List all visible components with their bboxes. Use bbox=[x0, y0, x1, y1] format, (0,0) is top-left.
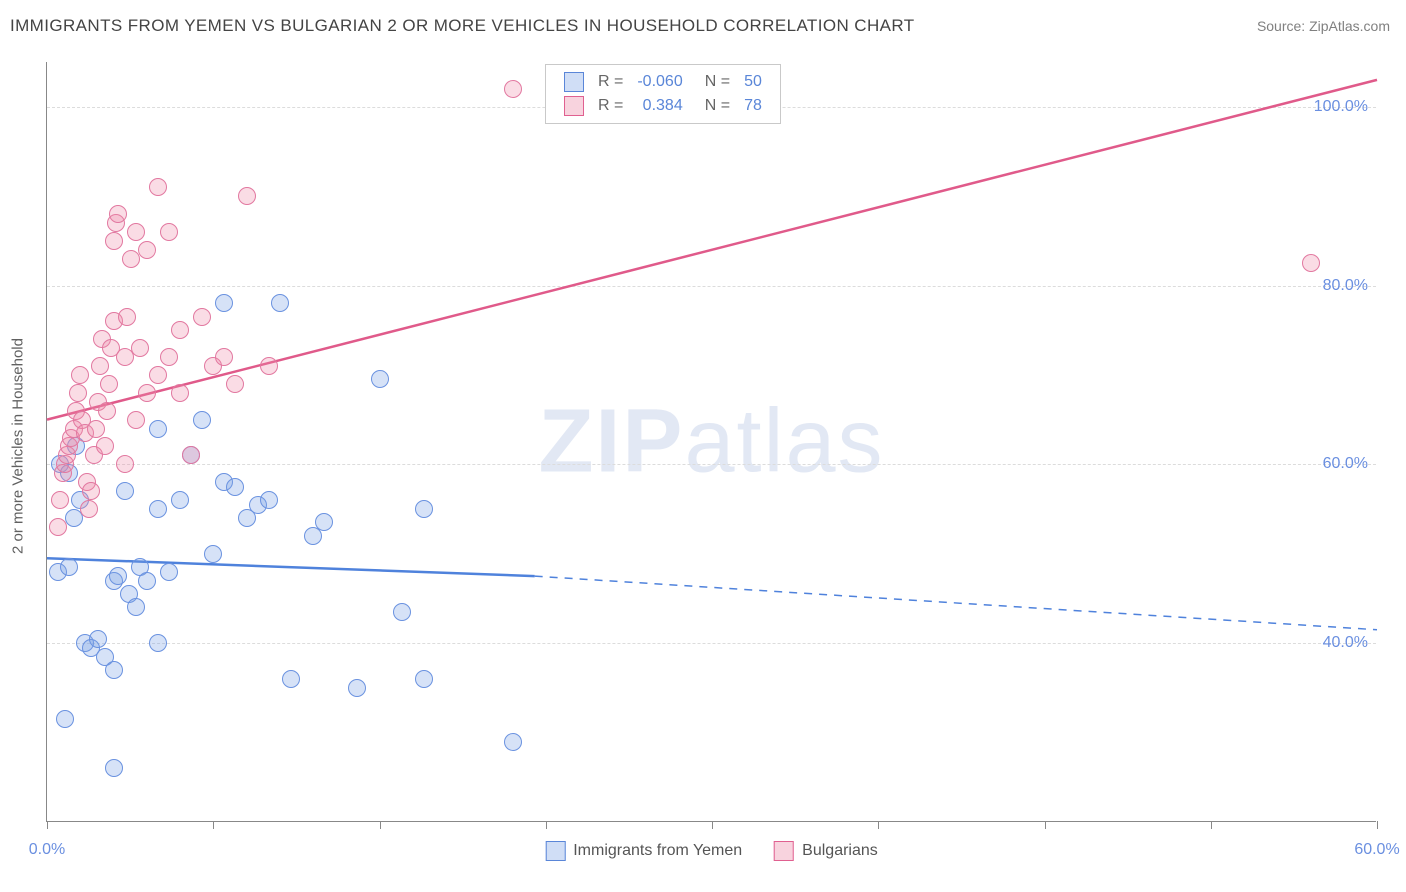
data-point bbox=[131, 339, 149, 357]
data-point bbox=[315, 513, 333, 531]
x-tick-mark bbox=[380, 821, 381, 829]
data-point bbox=[105, 232, 123, 250]
x-tick-mark bbox=[1045, 821, 1046, 829]
data-point bbox=[60, 558, 78, 576]
data-point bbox=[116, 455, 134, 473]
x-tick-mark bbox=[1377, 821, 1378, 829]
data-point bbox=[149, 500, 167, 518]
data-point bbox=[80, 500, 98, 518]
data-point bbox=[149, 634, 167, 652]
data-point bbox=[51, 491, 69, 509]
data-point bbox=[82, 482, 100, 500]
data-point bbox=[504, 80, 522, 98]
data-point bbox=[260, 491, 278, 509]
data-point bbox=[1302, 254, 1320, 272]
data-point bbox=[215, 348, 233, 366]
data-point bbox=[415, 500, 433, 518]
data-point bbox=[149, 178, 167, 196]
data-point bbox=[160, 563, 178, 581]
data-point bbox=[393, 603, 411, 621]
y-axis-label: 2 or more Vehicles in Household bbox=[10, 338, 27, 554]
stats-legend: R =-0.060N =50R =0.384N =78 bbox=[545, 64, 781, 124]
data-point bbox=[171, 321, 189, 339]
data-point bbox=[171, 491, 189, 509]
x-tick-label: 0.0% bbox=[29, 841, 65, 859]
data-point bbox=[69, 384, 87, 402]
data-point bbox=[415, 670, 433, 688]
regression-lines bbox=[47, 62, 1377, 822]
chart-title: IMMIGRANTS FROM YEMEN VS BULGARIAN 2 OR … bbox=[10, 16, 915, 36]
x-tick-mark bbox=[47, 821, 48, 829]
source-attribution: Source: ZipAtlas.com bbox=[1257, 18, 1390, 34]
data-point bbox=[116, 482, 134, 500]
data-point bbox=[56, 710, 74, 728]
data-point bbox=[238, 187, 256, 205]
data-point bbox=[371, 370, 389, 388]
data-point bbox=[89, 630, 107, 648]
x-tick-label: 60.0% bbox=[1354, 841, 1399, 859]
data-point bbox=[127, 598, 145, 616]
data-point bbox=[109, 205, 127, 223]
data-point bbox=[204, 545, 222, 563]
data-point bbox=[282, 670, 300, 688]
data-point bbox=[193, 308, 211, 326]
data-point bbox=[348, 679, 366, 697]
x-tick-mark bbox=[878, 821, 879, 829]
data-point bbox=[149, 420, 167, 438]
x-tick-mark bbox=[1211, 821, 1212, 829]
data-point bbox=[171, 384, 189, 402]
data-point bbox=[260, 357, 278, 375]
data-point bbox=[87, 420, 105, 438]
data-point bbox=[96, 437, 114, 455]
data-point bbox=[193, 411, 211, 429]
data-point bbox=[91, 357, 109, 375]
data-point bbox=[160, 223, 178, 241]
data-point bbox=[109, 567, 127, 585]
data-point bbox=[100, 375, 118, 393]
data-point bbox=[105, 759, 123, 777]
scatter-plot-area: ZIPatlas 40.0%60.0%80.0%100.0%0.0%60.0%R… bbox=[46, 62, 1376, 822]
x-tick-mark bbox=[546, 821, 547, 829]
series-legend: Immigrants from Yemen Bulgarians bbox=[545, 841, 878, 861]
data-point bbox=[182, 446, 200, 464]
data-point bbox=[127, 411, 145, 429]
legend-item: Bulgarians bbox=[774, 841, 878, 861]
data-point bbox=[226, 478, 244, 496]
data-point bbox=[138, 384, 156, 402]
data-point bbox=[271, 294, 289, 312]
x-tick-mark bbox=[712, 821, 713, 829]
data-point bbox=[118, 308, 136, 326]
data-point bbox=[160, 348, 178, 366]
data-point bbox=[49, 518, 67, 536]
x-tick-mark bbox=[213, 821, 214, 829]
data-point bbox=[105, 661, 123, 679]
data-point bbox=[127, 223, 145, 241]
data-point bbox=[215, 294, 233, 312]
data-point bbox=[138, 241, 156, 259]
data-point bbox=[149, 366, 167, 384]
data-point bbox=[504, 733, 522, 751]
legend-item: Immigrants from Yemen bbox=[545, 841, 742, 861]
data-point bbox=[71, 366, 89, 384]
data-point bbox=[98, 402, 116, 420]
data-point bbox=[138, 572, 156, 590]
data-point bbox=[226, 375, 244, 393]
